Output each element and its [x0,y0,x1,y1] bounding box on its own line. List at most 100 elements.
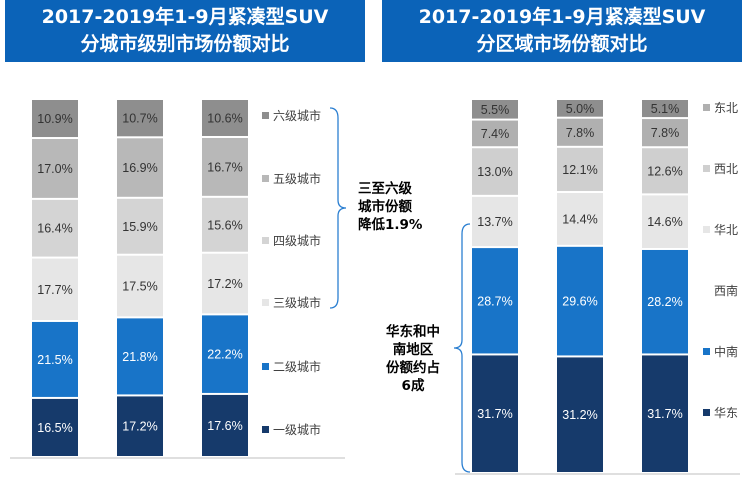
data-label: 31.2% [562,408,597,422]
legend-label: 西南 [714,283,738,298]
data-label: 17.2% [122,420,157,434]
bar-segment [472,120,518,147]
bar-segment [32,321,78,397]
data-label: 13.0% [477,165,512,179]
data-label: 10.9% [37,112,72,126]
data-label: 31.7% [477,407,512,421]
data-label: 31.7% [647,407,682,421]
legend-swatch [703,104,710,111]
bar-segment [642,100,688,118]
bracket [329,107,347,309]
bar-segment [557,193,603,245]
bar-segment [117,396,163,456]
bar-segment [557,246,603,356]
bar-segment [557,357,603,472]
left-annotation: 三至六级 城市份额 降低1.9% [358,180,448,234]
right-annotation-line: 6成 [401,378,425,394]
bar-segment [32,100,78,138]
legend-label: 二级城市 [273,359,321,374]
data-label: 15.6% [207,218,242,232]
legend-swatch [262,112,269,119]
right-title-line2: 分区域市场份额对比 [476,33,648,55]
data-label: 10.6% [207,111,242,125]
bar-segment [472,148,518,195]
data-label: 14.6% [647,215,682,229]
bar-segment [472,355,518,472]
data-label: 21.8% [122,350,157,364]
data-label: 21.5% [37,353,72,367]
bar-segment [202,253,248,314]
right-annotation: 华东和中 南地区 份额约占 6成 [373,323,453,395]
legend-swatch [703,348,710,355]
legend-label: 华北 [714,223,738,237]
bar-segment [117,198,163,254]
bar-segment [642,119,688,147]
right-annotation-line: 华东和中 [386,324,440,340]
bar-segment [472,196,518,247]
data-label: 7.8% [651,126,680,140]
legend-swatch [262,426,269,433]
data-label: 28.7% [477,294,512,308]
bar-segment [202,100,248,136]
legend-swatch [703,226,710,233]
legend-label: 西北 [714,162,738,176]
bar-segment [642,249,688,354]
bar-segment [557,118,603,146]
data-label: 17.2% [207,277,242,291]
bar-segment [117,138,163,197]
legend-label: 一级城市 [273,422,321,437]
right-chart-title: 2017-2019年1-9月紧凑型SUV 分区域市场份额对比 [382,0,742,62]
right-annotation-line: 南地区 [392,342,434,358]
data-label: 10.7% [122,112,157,126]
data-label: 28.2% [647,295,682,309]
data-label: 16.4% [37,222,72,236]
data-label: 7.8% [566,126,595,140]
bar-segment [32,398,78,456]
data-label: 29.6% [562,295,597,309]
legend-label: 三级城市 [273,295,321,310]
bracket [453,223,471,473]
legend-swatch [703,287,710,294]
bar-segment [117,100,163,137]
data-label: 7.4% [481,127,510,141]
legend-label: 东北 [714,101,738,115]
legend-label: 四级城市 [273,233,321,248]
bar-segment [32,139,78,198]
bar-segment [557,147,603,192]
legend-label: 六级城市 [273,108,321,123]
legend-swatch [703,165,710,172]
bar-segment [202,315,248,393]
data-label: 16.5% [37,421,72,435]
data-label: 12.1% [562,163,597,177]
left-title-line2: 分城市级别市场份额对比 [80,33,290,55]
bar-segment [117,255,163,317]
left-annotation-line: 城市份额 [358,199,412,215]
bar-segment [202,137,248,196]
legend-swatch [262,299,269,306]
right-annotation-line: 份额约占 [386,360,440,376]
bar-segment [202,197,248,252]
bar-segment [32,258,78,320]
legend-label: 华东 [714,406,738,420]
data-label: 17.7% [37,283,72,297]
data-label: 17.0% [37,162,72,176]
data-label: 12.6% [647,164,682,178]
legend-swatch [262,363,269,370]
left-annotation-line: 三至六级 [358,181,412,197]
left-title-line1: 2017-2019年1-9月紧凑型SUV [41,6,329,28]
left-annotation-line: 降低1.9% [358,217,423,233]
bar-segment [642,355,688,472]
legend-swatch [262,237,269,244]
left-chart-title: 2017-2019年1-9月紧凑型SUV 分城市级别市场份额对比 [5,0,365,62]
legend-label: 五级城市 [273,171,321,186]
data-label: 17.5% [122,280,157,294]
data-label: 16.9% [122,161,157,175]
data-label: 5.0% [566,102,595,116]
data-label: 15.9% [122,220,157,234]
legend-label: 中南 [714,344,738,359]
legend-swatch [262,175,269,182]
bar-segment [642,195,688,248]
data-label: 5.5% [481,103,510,117]
data-label: 22.2% [207,348,242,362]
